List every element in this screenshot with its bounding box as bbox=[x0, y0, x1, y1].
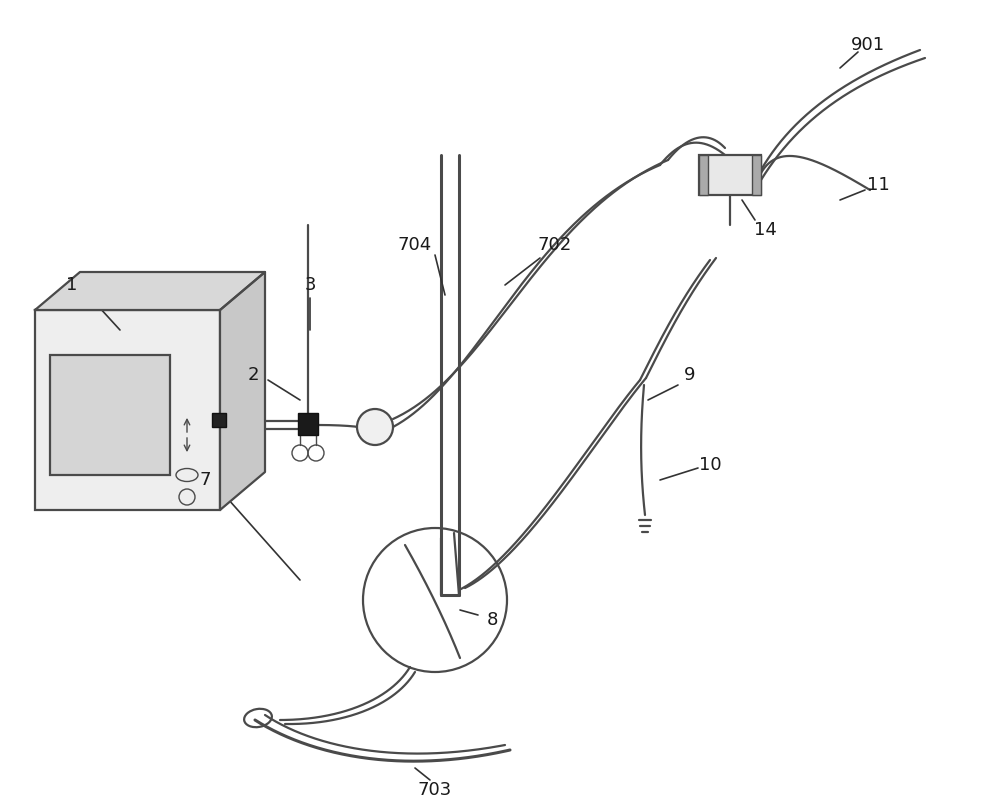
Text: 10: 10 bbox=[699, 456, 721, 474]
Polygon shape bbox=[220, 272, 265, 510]
Text: 703: 703 bbox=[418, 781, 452, 799]
Text: 11: 11 bbox=[867, 176, 889, 194]
Text: 14: 14 bbox=[754, 221, 776, 239]
Text: 7: 7 bbox=[199, 471, 211, 489]
Bar bbox=[752, 155, 761, 195]
Text: 704: 704 bbox=[398, 236, 432, 254]
Bar bbox=[50, 355, 170, 475]
Polygon shape bbox=[35, 272, 265, 310]
Bar bbox=[212, 413, 226, 427]
Text: 9: 9 bbox=[684, 366, 696, 384]
Text: 3: 3 bbox=[304, 276, 316, 294]
Bar bbox=[298, 413, 318, 435]
Bar bbox=[35, 310, 220, 510]
Text: 901: 901 bbox=[851, 36, 885, 54]
Text: 702: 702 bbox=[538, 236, 572, 254]
Text: 2: 2 bbox=[247, 366, 259, 384]
Circle shape bbox=[357, 409, 393, 445]
Bar bbox=[699, 155, 708, 195]
Bar bbox=[699, 155, 761, 195]
Text: 8: 8 bbox=[486, 611, 498, 629]
Text: 1: 1 bbox=[66, 276, 78, 294]
